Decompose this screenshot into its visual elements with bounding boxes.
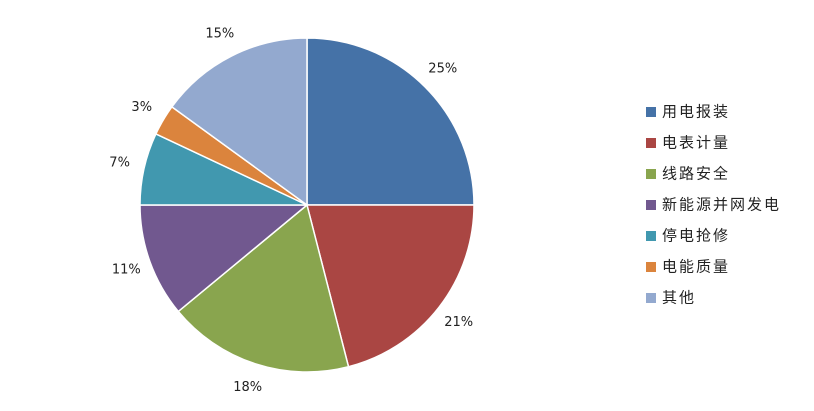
- legend-label: 其他: [662, 289, 696, 307]
- data-label: 18%: [233, 380, 262, 395]
- legend-swatch: [646, 293, 656, 303]
- legend-swatch: [646, 107, 656, 117]
- data-label: 7%: [109, 156, 130, 171]
- legend-swatch: [646, 138, 656, 148]
- pie-slice: [139, 204, 310, 313]
- data-label: 3%: [131, 100, 152, 115]
- legend-label: 用电报装: [662, 103, 730, 121]
- data-label: 21%: [444, 315, 473, 330]
- data-label: 11%: [112, 263, 141, 278]
- legend-label: 电表计量: [662, 134, 730, 152]
- legend-label: 电能质量: [662, 258, 730, 276]
- legend-swatch: [646, 262, 656, 272]
- pie-slice: [170, 37, 308, 207]
- legend-swatch: [646, 169, 656, 179]
- pie-slice: [177, 203, 350, 373]
- pie-slice: [306, 204, 475, 368]
- legend-swatch: [646, 200, 656, 210]
- legend-label: 线路安全: [662, 165, 730, 183]
- legend-label: 停电抢修: [662, 227, 730, 245]
- data-label: 15%: [205, 26, 234, 41]
- legend-swatch: [646, 231, 656, 241]
- legend-label: 新能源并网发电: [662, 196, 781, 214]
- data-label: 25%: [428, 62, 457, 77]
- pie-slice: [306, 37, 475, 206]
